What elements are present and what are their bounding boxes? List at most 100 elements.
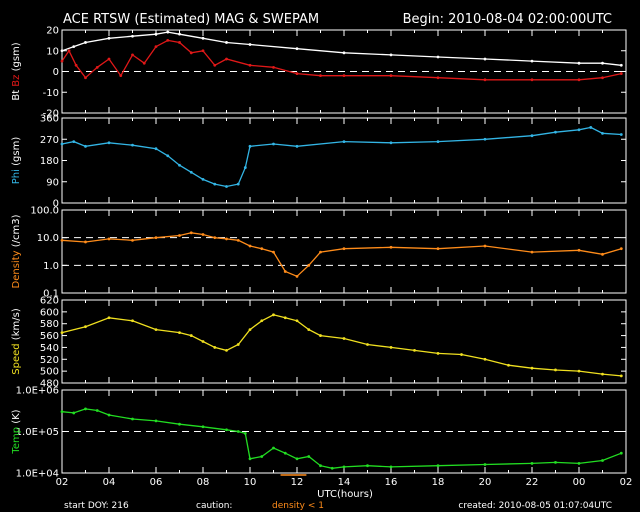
- data-point: [201, 340, 205, 343]
- data-point: [330, 466, 334, 470]
- data-point: [342, 337, 346, 340]
- x-tick-label: 20: [479, 477, 492, 488]
- x-tick-label: 14: [338, 477, 351, 488]
- y-axis-label-part: (K): [11, 409, 22, 427]
- density-caution-note: density < 1: [272, 501, 324, 511]
- y-tick-label: 360: [40, 114, 59, 125]
- data-point: [577, 78, 581, 82]
- data-point: [530, 462, 534, 465]
- data-point: [483, 78, 487, 82]
- data-point: [436, 351, 440, 355]
- data-point: [154, 328, 158, 332]
- data-point: [530, 59, 534, 63]
- y-axis-label-part: Temp: [11, 427, 22, 455]
- data-point: [201, 177, 205, 181]
- x-tick-label: 04: [103, 477, 116, 488]
- chart-title: ACE RTSW (Estimated) MAG & SWEPAM: [63, 12, 319, 27]
- data-point: [619, 133, 623, 136]
- y-tick-label: 620: [40, 296, 59, 307]
- x-tick-label: 22: [526, 477, 539, 488]
- y-axis-label-part: (gsm): [11, 137, 22, 169]
- y-tick-label: 560: [40, 331, 59, 342]
- data-point: [248, 43, 252, 46]
- data-point: [154, 45, 158, 48]
- data-point: [283, 316, 287, 320]
- data-point: [60, 410, 64, 414]
- begin-timestamp: Begin: 2010-08-04 02:00:00UTC: [403, 12, 612, 27]
- y-tick-label: 1.0E+05: [16, 427, 59, 438]
- data-point: [166, 38, 170, 42]
- data-point: [460, 353, 463, 356]
- data-point: [389, 141, 393, 145]
- y-tick-label: 180: [40, 156, 59, 167]
- data-point: [272, 250, 275, 254]
- data-point: [60, 49, 64, 53]
- data-point: [589, 126, 593, 129]
- y-tick-label: 1.0E+06: [16, 386, 59, 397]
- data-point: [154, 147, 158, 151]
- series-density: [61, 232, 622, 278]
- data-point: [225, 41, 228, 44]
- y-axis-label-part: Phi: [11, 169, 22, 184]
- y-tick-label: 1.0E+04: [16, 469, 59, 480]
- data-point: [95, 65, 99, 69]
- data-point: [342, 247, 346, 251]
- data-point: [243, 166, 247, 169]
- y-axis-label: Speed (km/s): [11, 308, 22, 375]
- data-point: [131, 53, 134, 57]
- y-axis-label-part: (/cm3): [11, 214, 22, 250]
- data-point: [154, 32, 158, 36]
- data-point: [530, 250, 534, 254]
- data-point: [72, 140, 76, 144]
- data-point: [483, 244, 487, 248]
- x-axis-label: UTC(hours): [317, 489, 373, 500]
- data-point: [107, 316, 111, 320]
- data-point: [601, 76, 604, 80]
- data-point: [142, 61, 146, 65]
- data-point: [601, 372, 604, 376]
- data-point: [154, 419, 158, 423]
- data-point: [84, 240, 87, 244]
- data-point: [107, 36, 111, 40]
- panels: 20 10 0 -10 -20 Bt Bz (gsm) 360 270 180 90 0 Phi (g…: [11, 26, 627, 480]
- data-point: [554, 368, 557, 372]
- data-point: [84, 76, 87, 80]
- data-point: [601, 459, 604, 462]
- data-point: [84, 407, 87, 411]
- data-point: [60, 59, 64, 63]
- created-timestamp: created: 2010-08-05 01:07:04UTC: [458, 501, 612, 511]
- data-point: [189, 334, 193, 337]
- data-point: [260, 319, 264, 323]
- x-tick-label: 06: [150, 477, 163, 488]
- x-axis: 02 04 06 08 10 12 14 16 18 20 22 00 02: [56, 474, 632, 488]
- data-point: [319, 250, 322, 254]
- data-point: [413, 348, 416, 352]
- data-point: [483, 463, 487, 466]
- data-point: [72, 411, 76, 415]
- data-point: [295, 274, 299, 278]
- data-point: [295, 72, 299, 75]
- data-point: [272, 142, 275, 146]
- data-point: [577, 369, 581, 373]
- data-point: [342, 74, 346, 78]
- data-point: [74, 63, 78, 67]
- data-point: [107, 413, 111, 417]
- data-point: [619, 247, 623, 251]
- data-point: [189, 51, 193, 55]
- data-point: [67, 49, 71, 53]
- data-point: [619, 72, 623, 75]
- data-point: [131, 417, 134, 421]
- y-axis-label-part: (gsm): [11, 42, 22, 74]
- y-axis-label-part: Bt: [11, 90, 22, 101]
- y-tick-label: 10.0: [37, 233, 59, 244]
- x-tick-label: 18: [432, 477, 445, 488]
- y-axis-label-part: (km/s): [11, 308, 22, 343]
- series-phi: [61, 126, 622, 188]
- panel-mag: 20 10 0 -10 -20 Bt Bz (gsm): [11, 26, 627, 120]
- data-point: [248, 328, 252, 332]
- panel-density: 100.0 10.0 1.0 0.1 Density (/cm3): [11, 206, 627, 300]
- data-point: [507, 363, 510, 367]
- data-point: [577, 462, 581, 465]
- data-point: [72, 45, 76, 48]
- y-axis-label-part: Speed: [11, 343, 22, 374]
